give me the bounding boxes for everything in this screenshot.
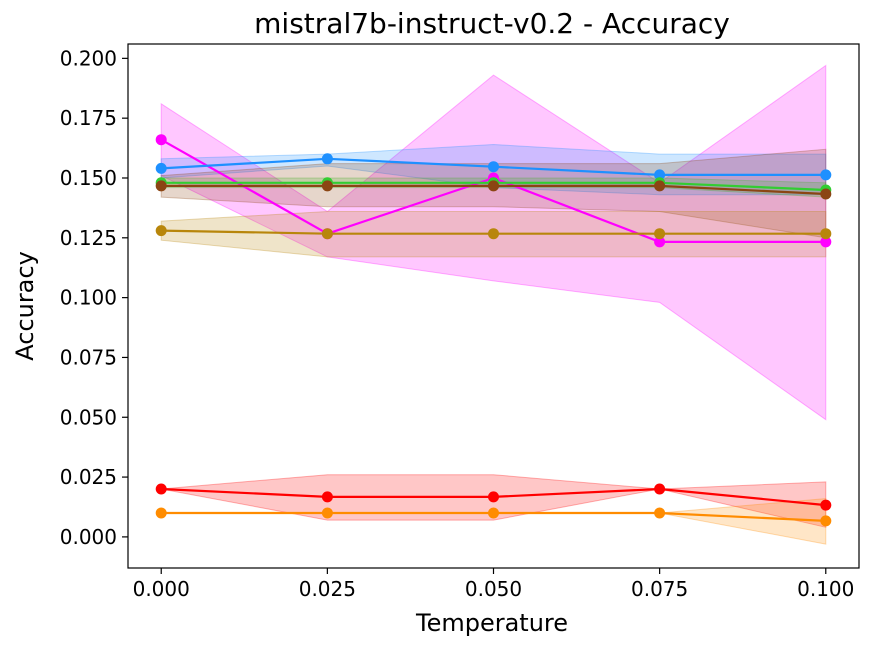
y-axis-ticks: 0.000 0.025 0.050 0.075 0.100 0.125 0.150 0.175… [60, 46, 128, 549]
point-brown [155, 180, 167, 192]
y-tick-label: 0.025 [60, 465, 117, 489]
y-tick-label: 0.150 [60, 166, 117, 190]
point-blue [488, 161, 499, 173]
chart-title: mistral7b-instruct-v0.2 - Accuracy [254, 7, 730, 40]
point-magenta [820, 236, 832, 248]
y-tick-label: 0.000 [60, 525, 117, 549]
y-tick-label: 0.125 [60, 226, 117, 250]
x-axis-ticks: 0.000 0.025 0.050 0.075 0.100 [133, 568, 854, 601]
x-tick-label: 0.075 [631, 577, 688, 601]
point-orange [155, 507, 167, 519]
point-red [820, 499, 832, 511]
point-brown [321, 180, 333, 192]
y-tick-label: 0.100 [60, 286, 117, 310]
point-magenta [654, 236, 666, 248]
band-magenta [160, 64, 827, 421]
point-blue [321, 153, 333, 165]
y-axis-label: Accuracy [11, 251, 39, 361]
point-goldenrod [654, 228, 666, 240]
x-tick-label: 0.100 [797, 577, 854, 601]
y-tick-label: 0.050 [60, 405, 117, 429]
point-blue [155, 162, 167, 174]
point-orange [654, 507, 666, 519]
point-red [488, 491, 499, 503]
x-tick-label: 0.025 [299, 577, 356, 601]
x-tick-label: 0.050 [465, 577, 522, 601]
point-brown [654, 180, 666, 192]
point-goldenrod [488, 228, 499, 240]
point-brown [820, 188, 832, 200]
y-tick-label: 0.175 [60, 106, 117, 130]
point-red [155, 483, 167, 495]
x-tick-label: 0.000 [133, 577, 190, 601]
point-orange [321, 507, 333, 519]
point-goldenrod [820, 228, 832, 240]
point-orange [820, 515, 832, 527]
point-goldenrod [155, 225, 167, 237]
point-red [321, 491, 333, 503]
point-red [654, 483, 666, 495]
point-magenta [155, 134, 167, 146]
y-tick-label: 0.075 [60, 345, 117, 369]
y-tick-label: 0.200 [60, 46, 117, 70]
series-points [155, 134, 832, 527]
point-goldenrod [321, 228, 333, 240]
point-blue [820, 169, 832, 181]
point-blue [654, 169, 666, 181]
point-orange [488, 507, 499, 519]
point-brown [488, 180, 499, 192]
x-axis-label: Temperature [415, 609, 568, 637]
